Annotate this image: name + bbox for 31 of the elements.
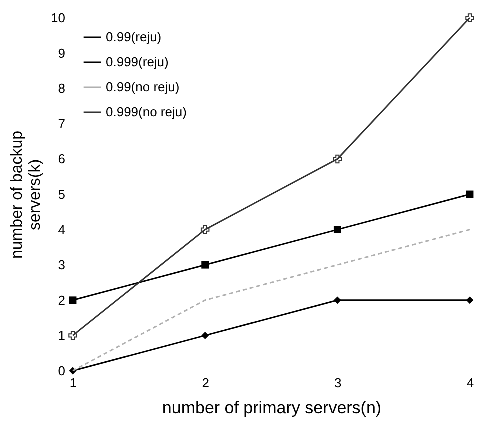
x-tick-label: 1 xyxy=(70,376,78,390)
y-axis-title: number of backup servers(k) xyxy=(9,130,44,260)
point xyxy=(202,332,210,340)
point xyxy=(69,296,77,304)
y-tick-label: 10 xyxy=(51,10,66,26)
y-tick-label: 8 xyxy=(58,81,66,96)
point xyxy=(68,331,78,340)
y-tick-label: 6 xyxy=(58,152,66,167)
point xyxy=(466,296,474,304)
x-tick-label: 2 xyxy=(202,376,210,390)
x-tick-label: 4 xyxy=(466,376,474,390)
point xyxy=(466,14,474,22)
legend-label: 0.999(reju) xyxy=(106,54,169,70)
y-tick-label: 7 xyxy=(58,116,66,132)
y-tick-label: 9 xyxy=(58,46,66,61)
legend-label: 0.999(no reju) xyxy=(106,104,187,120)
y-tick-label: 0 xyxy=(58,364,66,378)
point xyxy=(334,296,342,304)
x-axis-title: number of primary servers(n) xyxy=(162,398,382,418)
y-tick-label: 4 xyxy=(58,222,66,238)
point xyxy=(202,261,210,269)
y-tick-label: 3 xyxy=(58,258,66,273)
point xyxy=(334,226,342,234)
legend-label: 0.99(reju) xyxy=(106,30,162,44)
y-tick-label: 1 xyxy=(58,328,66,344)
y-tick-label: 5 xyxy=(58,187,66,202)
y-tick-label: 2 xyxy=(58,292,66,308)
point xyxy=(333,154,342,164)
point xyxy=(200,225,210,234)
x-tick-label: 3 xyxy=(334,376,342,390)
legend-label: 0.99(no reju) xyxy=(106,80,180,94)
